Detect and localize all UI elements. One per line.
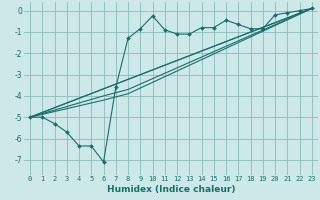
X-axis label: Humidex (Indice chaleur): Humidex (Indice chaleur) — [107, 185, 235, 194]
